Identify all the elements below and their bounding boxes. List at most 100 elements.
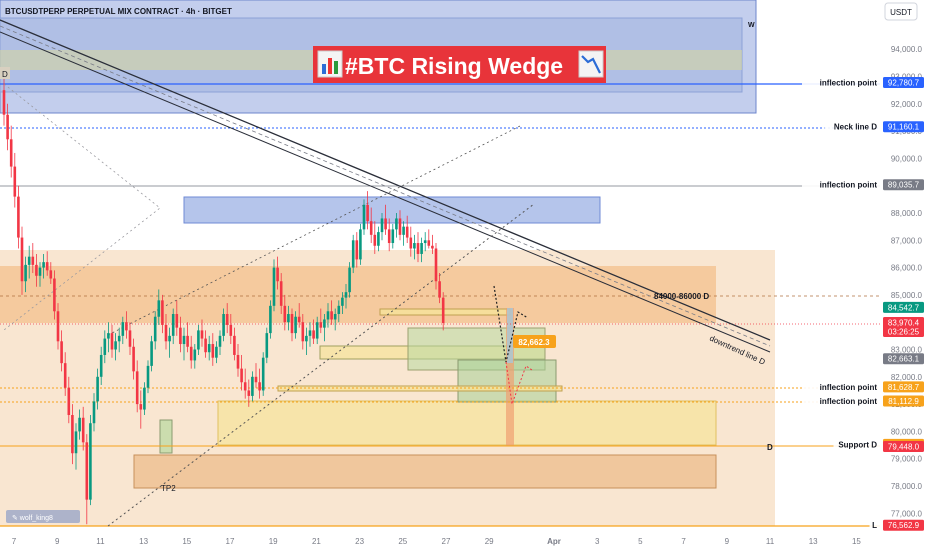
candle xyxy=(121,316,125,345)
candle-body xyxy=(308,330,312,336)
candle-body xyxy=(315,322,319,339)
candle xyxy=(333,308,337,331)
candle xyxy=(89,415,92,506)
candle-body xyxy=(197,330,200,350)
candle xyxy=(420,237,423,263)
banner: #BTC Rising Wedge xyxy=(313,46,606,83)
candle xyxy=(362,199,366,235)
price-label-bg xyxy=(883,121,924,133)
candle-body xyxy=(27,256,31,265)
candle xyxy=(49,262,53,284)
candle xyxy=(265,327,269,364)
candle xyxy=(103,330,107,364)
x-tick-label: 9 xyxy=(55,537,60,546)
y-tick-label: 92,000.0 xyxy=(891,100,923,109)
x-tick-label: Apr xyxy=(547,537,561,546)
tag-bg xyxy=(824,120,880,133)
candle-body xyxy=(13,166,17,197)
candle-body xyxy=(326,311,330,320)
candle-body xyxy=(261,357,265,391)
banner-text: #BTC Rising Wedge xyxy=(345,53,563,79)
candle xyxy=(380,213,384,241)
candle-body xyxy=(233,335,236,355)
candle xyxy=(341,292,344,315)
candle xyxy=(330,300,333,325)
candle-body xyxy=(85,442,89,500)
weekly-marker: W xyxy=(748,22,755,29)
candle xyxy=(161,294,164,334)
tag-bg xyxy=(869,519,880,532)
candle-body xyxy=(265,333,269,358)
zone-84000-86000 xyxy=(0,266,716,323)
time-scale-bg xyxy=(0,530,881,550)
candle-body xyxy=(45,262,49,271)
candle xyxy=(168,327,171,358)
x-tick-label: 13 xyxy=(139,537,148,546)
candle-body xyxy=(63,363,67,388)
candle xyxy=(56,303,60,350)
currency-label[interactable]: USDT xyxy=(890,8,912,17)
candle xyxy=(128,322,132,355)
candle-body xyxy=(283,305,287,323)
candle-body xyxy=(351,240,355,268)
banner-bg xyxy=(313,46,606,83)
x-tick-label: 3 xyxy=(595,537,600,546)
candle-body xyxy=(359,229,362,260)
candle-body xyxy=(164,324,168,342)
candle-body xyxy=(125,322,128,331)
projection-bar xyxy=(506,308,514,446)
trend-lines xyxy=(0,19,771,527)
x-tick-label: 27 xyxy=(442,537,451,546)
candle-body xyxy=(423,240,427,244)
price-tag: Support D xyxy=(838,440,877,449)
price-scale-bg xyxy=(881,0,932,550)
candle xyxy=(373,221,377,254)
candle-body xyxy=(168,335,171,342)
candle xyxy=(2,76,6,126)
price-label-bg xyxy=(883,301,924,313)
candle-body xyxy=(301,322,305,342)
y-tick-label: 88,000.0 xyxy=(891,209,923,218)
projection-bar-top xyxy=(507,308,513,363)
candle-body xyxy=(337,305,341,315)
candle xyxy=(348,262,351,298)
bar-chart-icon xyxy=(317,50,343,78)
candle-body xyxy=(139,404,143,410)
candle-body xyxy=(179,327,182,345)
y-tick-label: 90,000.0 xyxy=(891,154,923,163)
candle-body xyxy=(377,232,380,246)
candle-body xyxy=(96,376,99,402)
candle-body xyxy=(157,300,161,317)
candle-body xyxy=(78,417,81,432)
candle-body xyxy=(31,256,35,265)
downtrend-midline xyxy=(0,25,771,347)
candle-body xyxy=(373,234,377,246)
candle-body xyxy=(71,415,74,454)
resistance-box xyxy=(183,196,601,224)
candle xyxy=(247,379,251,407)
candle xyxy=(409,226,413,257)
candle xyxy=(344,283,348,309)
candle xyxy=(391,223,395,249)
candle-body xyxy=(103,338,107,355)
candle xyxy=(215,341,218,364)
candle xyxy=(441,292,445,331)
price-label: 91,160.1 xyxy=(888,123,920,132)
candle-body xyxy=(171,314,175,336)
candle xyxy=(20,226,24,295)
candle-body xyxy=(189,346,193,361)
currency-button[interactable] xyxy=(884,2,918,21)
candle xyxy=(305,327,308,355)
demand-zone xyxy=(217,400,717,446)
candle-body xyxy=(287,314,290,323)
candle xyxy=(171,308,175,345)
y-tick-label: 79,000.0 xyxy=(891,455,923,464)
candle-body xyxy=(305,335,308,342)
candle-body xyxy=(81,417,85,443)
price-label-bg xyxy=(883,179,924,191)
candle-body xyxy=(366,204,369,222)
candle xyxy=(175,300,179,336)
candle xyxy=(143,382,146,416)
y-tick-label: 77,000.0 xyxy=(891,509,923,518)
